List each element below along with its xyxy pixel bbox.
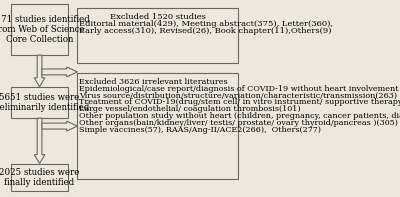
Polygon shape xyxy=(42,67,77,77)
FancyBboxPatch shape xyxy=(11,164,68,191)
Text: Epidemiological/case report/diagnosis of COVID-19 without heart involvement (173: Epidemiological/case report/diagnosis of… xyxy=(79,85,400,93)
Text: Large vessel/endothelial/ coagulation thrombosis(101): Large vessel/endothelial/ coagulation th… xyxy=(79,105,301,113)
Text: Excluded 3626 irrelevant literatures: Excluded 3626 irrelevant literatures xyxy=(79,78,228,86)
Polygon shape xyxy=(34,118,45,164)
FancyBboxPatch shape xyxy=(11,87,68,118)
Text: Early access(310), Revised(26), Book chapter(11),Others(9): Early access(310), Revised(26), Book cha… xyxy=(79,27,332,35)
Text: Editorial material(429), Meeting abstract(375), Letter(360),: Editorial material(429), Meeting abstrac… xyxy=(79,20,333,28)
Polygon shape xyxy=(34,55,45,87)
Text: 7171 studies identified
from Web of Science
Core Collection: 7171 studies identified from Web of Scie… xyxy=(0,15,90,45)
Text: Excluded 1520 studies: Excluded 1520 studies xyxy=(110,13,206,21)
Text: Other population study without heart (children, pregnancy, cancer patients, diab: Other population study without heart (ch… xyxy=(79,112,400,120)
Text: Virus source/distribution/structure/variation/characteristic/transmission(263): Virus source/distribution/structure/vari… xyxy=(79,91,397,99)
Polygon shape xyxy=(42,121,77,131)
FancyBboxPatch shape xyxy=(11,4,68,55)
Text: Treatment of COVID-19(drug/stem cell/ in vitro instrument/ supportive therapy)(3: Treatment of COVID-19(drug/stem cell/ in… xyxy=(79,98,400,106)
Text: Simple vaccines(57), RAAS/Ang-II/ACE2(266),  Others(277): Simple vaccines(57), RAAS/Ang-II/ACE2(26… xyxy=(79,125,321,134)
FancyBboxPatch shape xyxy=(77,8,238,63)
FancyBboxPatch shape xyxy=(77,73,238,179)
Text: Other organs(bain/kidney/liver/ testis/ prostate/ ovary thyroid/pancreas )(305): Other organs(bain/kidney/liver/ testis/ … xyxy=(79,119,398,127)
Text: 2025 studies were
finally identified: 2025 studies were finally identified xyxy=(0,168,80,187)
Text: 5651 studies were
preliminarily identified: 5651 studies were preliminarily identifi… xyxy=(0,93,89,112)
